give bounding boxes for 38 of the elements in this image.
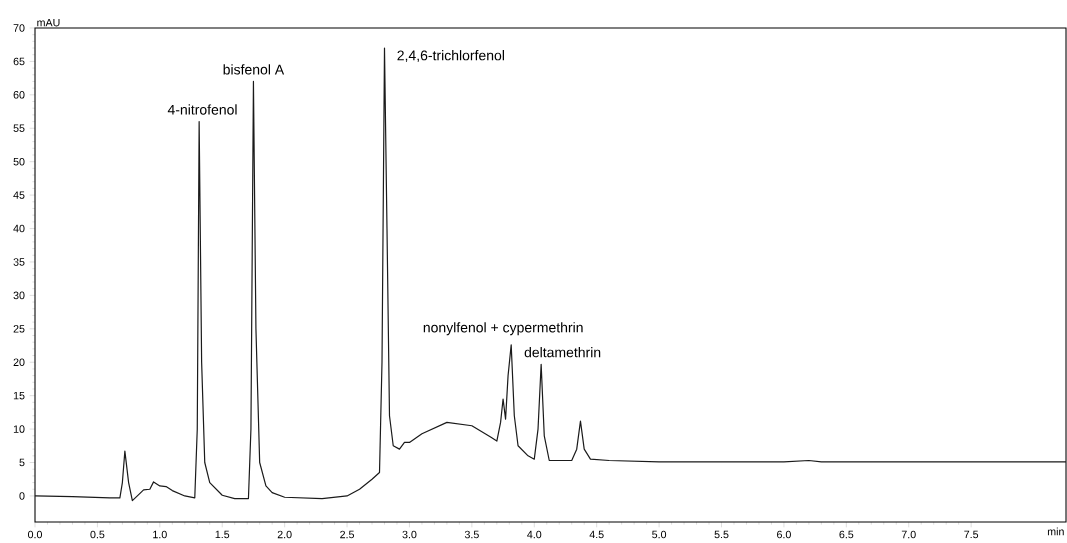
y-tick-label: 60 — [13, 91, 25, 99]
annotation: 4-nitrofenol — [167, 104, 237, 115]
x-tick-label: 2.5 — [340, 530, 355, 539]
x-tick-label: 3.5 — [464, 530, 479, 539]
y-tick-label: 45 — [13, 191, 25, 199]
x-tick-label: 2.0 — [277, 530, 292, 539]
y-tick-label: 5 — [19, 458, 25, 467]
y-tick-label: 25 — [13, 325, 25, 333]
y-tick-label: 30 — [13, 291, 25, 300]
annotation: deltamethrin — [524, 347, 601, 358]
y-tick-label: 55 — [13, 124, 25, 132]
x-tick-label: 4.0 — [527, 530, 542, 539]
y-axis-title: mAU — [37, 18, 60, 27]
x-tick-label: 4.5 — [589, 530, 604, 539]
x-tick-label: 5.0 — [652, 530, 667, 539]
x-tick-label: 0.0 — [28, 530, 42, 539]
y-tick-label: 0 — [19, 492, 25, 500]
x-tick-label: 0.5 — [90, 530, 105, 539]
x-tick-label: 3.0 — [402, 530, 417, 539]
annotation: 2,4,6-trichlorfenol — [397, 50, 504, 63]
x-tick-label: 1.5 — [215, 530, 230, 539]
y-tick-label: 65 — [13, 57, 25, 66]
x-axis-title: min — [1047, 527, 1064, 536]
y-tick-label: 35 — [13, 258, 25, 266]
y-tick-label: 70 — [13, 24, 25, 32]
x-tick-label: 7.0 — [901, 530, 916, 539]
x-tick-label: 5.5 — [714, 530, 729, 539]
x-tick-label: 1.0 — [153, 530, 167, 539]
x-tick-label: 6.5 — [839, 530, 854, 539]
annotation: bisfenol A — [223, 64, 285, 75]
y-tick-label: 15 — [13, 391, 25, 400]
x-tick-label: 6.0 — [777, 530, 791, 539]
annotation: nonylfenol + cypermethrin — [423, 322, 583, 336]
y-tick-label: 20 — [13, 358, 25, 367]
x-tick-label: 7.5 — [964, 530, 979, 539]
y-tick-label: 50 — [13, 157, 25, 166]
y-tick-label: 40 — [13, 224, 25, 233]
y-tick-label: 10 — [13, 425, 25, 433]
